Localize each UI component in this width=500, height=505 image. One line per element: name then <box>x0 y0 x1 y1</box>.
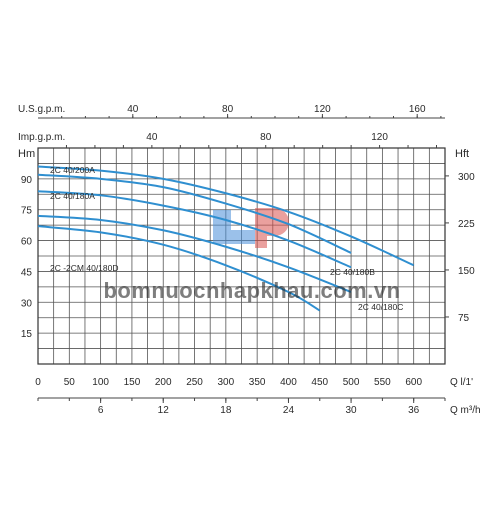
q-lmin-tick-label: 200 <box>155 377 172 388</box>
us-gpm-tick-label: 160 <box>409 104 426 115</box>
top-axes: U.S.g.p.m. 40 80 120 160 Imp.g.p.m. 40 80 120 <box>18 104 445 148</box>
q-m3h-tick-label: 18 <box>220 405 232 416</box>
q-lmin-tick-label: 600 <box>405 377 422 388</box>
q-lmin-tick-label: 250 <box>186 377 203 388</box>
q-lmin-tick-label: 0 <box>35 377 41 388</box>
us-gpm-tick-label: 40 <box>127 104 139 115</box>
q-lmin-tick-label: 50 <box>64 377 76 388</box>
bottom-axes: 0 50 100 150 200 250 300 350 400 450 500 550 600 Q l/… <box>35 377 480 416</box>
q-m3h-axis-label: Q m³/h <box>450 405 481 416</box>
q-lmin-tick-label: 550 <box>374 377 391 388</box>
q-lmin-tick-label: 350 <box>249 377 266 388</box>
hm-tick-label: 30 <box>21 298 33 309</box>
curve-label-5: 2C -2CM 40/180D <box>50 263 119 273</box>
curve-label-4: 2C 40/180C <box>358 302 403 312</box>
imp-gpm-tick-label: 120 <box>371 132 388 143</box>
hm-tick-label: 90 <box>21 175 33 186</box>
hft-axis-label: Hft <box>455 148 469 160</box>
q-m3h-tick-label: 24 <box>283 405 295 416</box>
imp-gpm-tick-label: 40 <box>146 132 158 143</box>
us-gpm-tick-label: 120 <box>314 104 331 115</box>
grid <box>38 148 445 364</box>
logo-blue-base <box>231 230 259 244</box>
hm-tick-label: 45 <box>21 267 33 278</box>
curve-label-1: 2C 40/200A <box>50 165 95 175</box>
q-m3h-tick-label: 6 <box>98 405 104 416</box>
q-lmin-tick-label: 500 <box>343 377 360 388</box>
watermark-text: bomnuocnhapkhau.com.vn <box>103 278 400 303</box>
hm-tick-label: 60 <box>21 237 33 248</box>
q-m3h-tick-label: 30 <box>346 405 358 416</box>
q-m3h-tick-label: 12 <box>158 405 170 416</box>
q-lmin-tick-label: 100 <box>92 377 109 388</box>
hm-tick-label: 75 <box>21 206 33 217</box>
q-lmin-tick-label: 150 <box>124 377 141 388</box>
us-gpm-axis-label: U.S.g.p.m. <box>18 104 65 115</box>
hft-tick-label: 225 <box>458 219 475 230</box>
hm-axis-label: Hm <box>18 148 35 160</box>
q-lmin-tick-label: 400 <box>280 377 297 388</box>
imp-gpm-axis-label: Imp.g.p.m. <box>18 132 65 143</box>
q-lmin-tick-label: 300 <box>218 377 235 388</box>
logo-blue-bar <box>213 210 231 244</box>
curve-label-3: 2C 40/180B <box>330 267 375 277</box>
curve-label-2: 2C 40/180A <box>50 191 95 201</box>
hm-tick-label: 15 <box>21 329 33 340</box>
q-lmin-axis-label: Q l/1' <box>450 377 473 388</box>
hft-tick-label: 300 <box>458 172 475 183</box>
q-lmin-tick-label: 450 <box>311 377 328 388</box>
hft-tick-label: 75 <box>458 313 470 324</box>
q-m3h-tick-label: 36 <box>408 405 420 416</box>
us-gpm-tick-label: 80 <box>222 104 234 115</box>
imp-gpm-tick-label: 80 <box>260 132 272 143</box>
hft-tick-label: 150 <box>458 266 475 277</box>
